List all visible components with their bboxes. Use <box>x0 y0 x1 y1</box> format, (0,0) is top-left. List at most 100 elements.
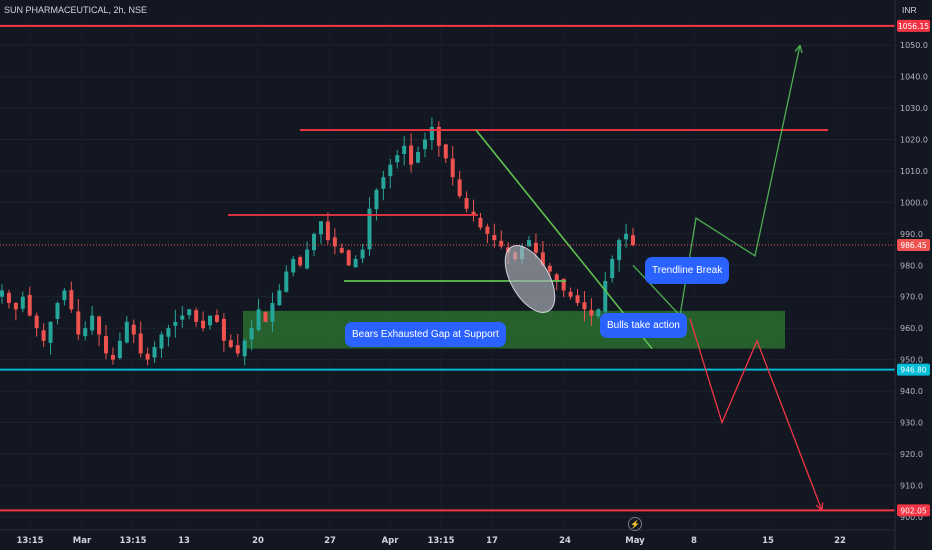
candle-down <box>492 235 497 241</box>
candle-down <box>478 217 483 228</box>
candle-down <box>457 179 462 197</box>
price-tick-label: 920.0 <box>900 450 923 459</box>
candle-up <box>603 281 608 312</box>
candle-down <box>533 242 538 253</box>
support-zone <box>243 310 785 349</box>
candle-up <box>312 233 317 251</box>
time-axis[interactable]: 13:15 Mar 13:15 13 20 27 Apr 13:15 17 24 May 8 15 22 <box>0 529 895 546</box>
candle-up <box>367 208 372 250</box>
price-tick-label: 970.0 <box>900 293 923 302</box>
price-tick-label: 960.0 <box>900 324 923 333</box>
symbol-title: SUN PHARMACEUTICAL, 2h, NSE <box>4 5 148 15</box>
candle-down <box>575 295 580 304</box>
candle-up <box>284 271 289 292</box>
candle-up <box>270 303 275 322</box>
candle-down <box>34 315 39 329</box>
candle-up <box>159 334 164 349</box>
candle-down <box>409 145 414 165</box>
price-label-support-bg <box>897 363 930 376</box>
candle-down <box>104 336 109 354</box>
candle-down <box>561 278 566 291</box>
candle-down <box>325 221 330 241</box>
candle-down <box>464 197 469 209</box>
price-labels: 1056.15 986.45 946.80 902.05 <box>897 19 930 517</box>
candle-down <box>228 340 233 348</box>
candle-down <box>201 320 206 329</box>
candle-up <box>173 321 178 326</box>
price-tick-label: 990.0 <box>900 230 923 239</box>
candle-down <box>346 250 351 266</box>
candle-up <box>402 145 407 154</box>
time-axis-settings-icon[interactable]: ⚡ <box>628 517 642 531</box>
price-axis[interactable]: 900.0 910.0 920.0 930.0 940.0 950.0 960.0 970.0… <box>894 0 928 550</box>
candle-down <box>145 353 150 360</box>
candle-down <box>436 126 441 146</box>
currency-label: INR <box>902 5 917 15</box>
annotation-bears-exhausted[interactable]: Bears Exhausted Gap at Support <box>345 322 506 347</box>
price-label-current: 986.45 <box>900 241 926 250</box>
candle-down <box>6 292 11 304</box>
candle-up <box>62 290 67 301</box>
candle-down <box>13 302 18 310</box>
candle-down <box>499 240 504 247</box>
projection-paths <box>632 44 824 512</box>
price-label-top-resistance: 1056.15 <box>898 22 929 31</box>
time-tick-label: 22 <box>834 536 846 546</box>
candle-up <box>360 249 365 259</box>
candle-down <box>27 294 32 316</box>
candle-down <box>332 237 337 247</box>
candle-up <box>388 164 393 177</box>
annotation-trendline-break[interactable]: Trendline Break <box>645 257 730 284</box>
candle-down <box>547 265 552 272</box>
time-tick-label: 13:15 <box>16 536 43 546</box>
candle-up <box>617 240 622 261</box>
candle-up <box>381 177 386 189</box>
price-label-bottom-support: 902.05 <box>900 506 926 515</box>
candlestick-series <box>0 117 635 366</box>
candle-up <box>526 240 531 247</box>
time-tick-label: 8 <box>691 536 697 546</box>
candle-down <box>540 252 545 266</box>
candle-down <box>235 345 240 354</box>
candle-down <box>554 274 559 282</box>
candle-up <box>124 321 129 343</box>
candle-down <box>589 310 594 316</box>
time-tick-label: 15 <box>762 536 774 546</box>
price-tick-label: 930.0 <box>900 419 923 428</box>
candle-up <box>249 328 254 340</box>
bearish-projection-arrowhead <box>815 502 824 512</box>
candle-up <box>242 340 247 357</box>
price-tick-label: 1040.0 <box>900 73 928 82</box>
time-tick-label: Apr <box>382 536 400 546</box>
price-tick-label: 1050.0 <box>900 41 928 50</box>
price-tick-label: 900.0 <box>900 513 923 522</box>
price-label-bottom-support-bg <box>897 504 930 517</box>
candle-down <box>582 302 587 310</box>
price-tick-label: 910.0 <box>900 481 923 490</box>
candle-up <box>318 221 323 235</box>
drawing-lines <box>0 24 895 512</box>
time-tick-label: Mar <box>73 536 92 546</box>
candle-down <box>631 235 635 245</box>
time-tick-label: 13 <box>178 536 190 546</box>
time-tick-label: May <box>625 536 645 546</box>
candle-down <box>131 324 136 335</box>
time-tick-label: 24 <box>559 536 571 546</box>
price-tick-label: 1020.0 <box>900 135 928 144</box>
candle-up <box>48 321 53 343</box>
candle-down <box>41 330 46 341</box>
candle-down <box>97 316 102 335</box>
candle-up <box>152 347 157 358</box>
candle-down <box>485 226 490 234</box>
candle-down <box>450 158 455 178</box>
bearish-projection <box>689 318 823 511</box>
candle-up <box>596 309 601 317</box>
price-label-top-resistance-bg <box>897 19 930 32</box>
candle-down <box>214 315 219 322</box>
annotation-bulls-take-action[interactable]: Bulls take action <box>600 313 687 338</box>
candle-up <box>20 296 25 309</box>
candle-down <box>69 290 74 310</box>
candle-down <box>471 211 476 215</box>
candle-down <box>76 311 81 335</box>
